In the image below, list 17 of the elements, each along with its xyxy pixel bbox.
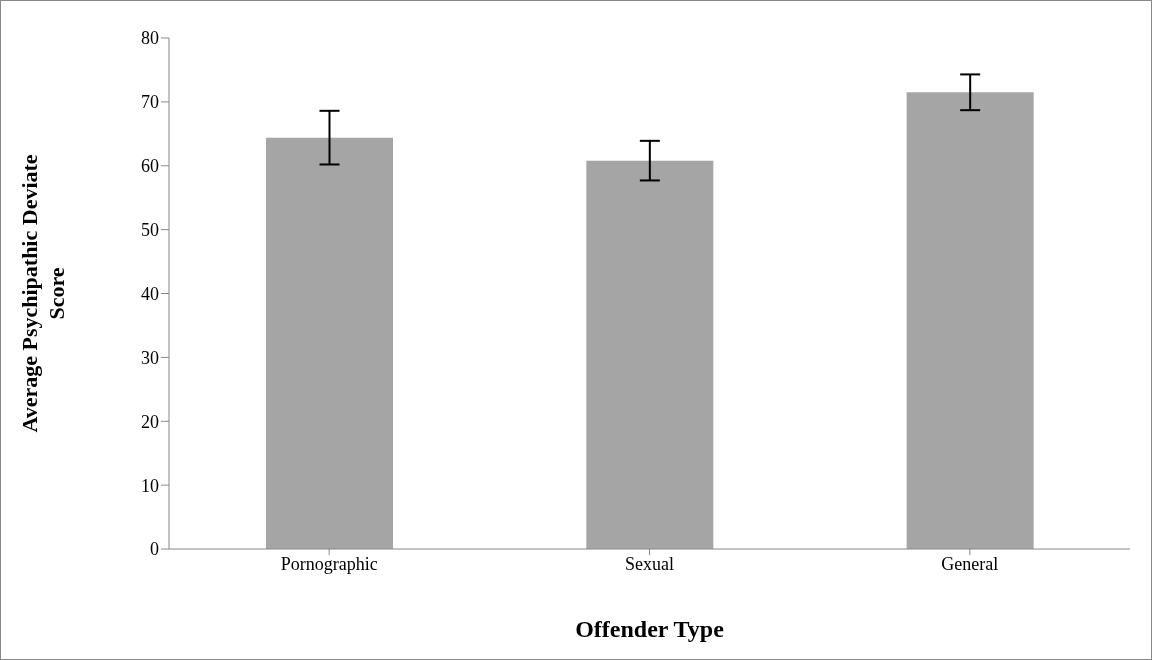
x-tick-label: Sexual [625, 553, 674, 574]
y-tick-label: 0 [150, 539, 159, 560]
y-tick-label: 30 [141, 347, 159, 368]
x-tick-label: General [941, 553, 999, 574]
bar [906, 92, 1034, 549]
x-tick-label: Pornographic [280, 553, 378, 574]
y-tick-label: 80 [141, 28, 159, 49]
y-tick-label: 40 [141, 283, 159, 304]
x-axis-title: Offender Type [575, 616, 725, 642]
y-tick-label: 60 [141, 156, 159, 177]
y-axis-title: Average Psychipathic Deviate Score [17, 154, 69, 433]
bar [586, 160, 714, 549]
y-tick-label: 20 [141, 411, 159, 432]
y-tick-label: 10 [141, 475, 159, 496]
bar [266, 137, 393, 549]
y-tick-label: 70 [141, 92, 159, 113]
y-tick-label: 50 [141, 220, 159, 241]
